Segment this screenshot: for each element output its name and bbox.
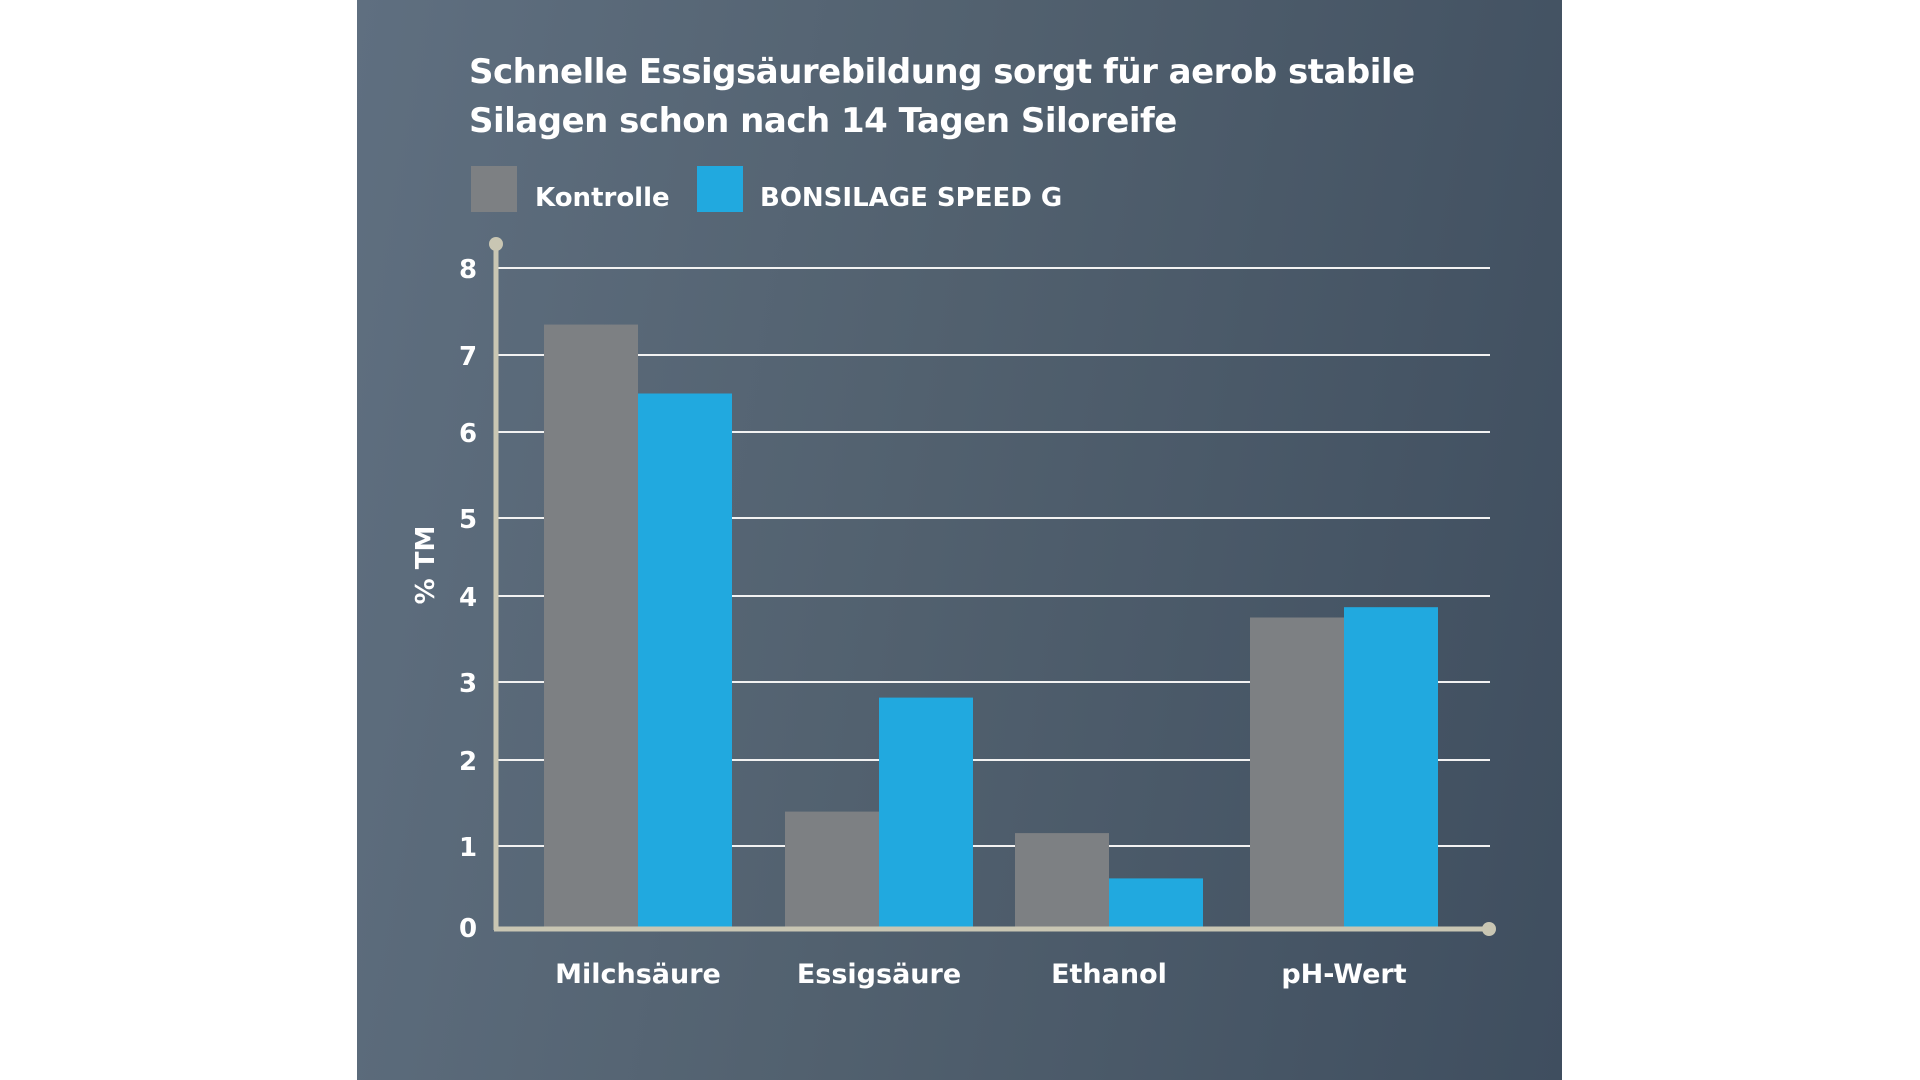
y-tick-4: 4 [459,583,477,613]
legend-swatch-bonsilage [697,166,743,212]
bar-Ethanol-Kontrolle [1015,833,1109,927]
y-tick-2: 2 [459,747,477,777]
legend-label-kontrolle: Kontrolle [535,183,670,213]
y-axis-label: % TM [411,526,441,605]
y-tick-7: 7 [459,342,477,372]
legend-swatch-kontrolle [471,166,517,212]
y-tick-6: 6 [459,419,477,449]
y-tick-8: 8 [459,255,477,285]
y-axis-end-dot [489,237,503,251]
x-tick-Milchsäure: Milchsäure [555,959,721,990]
bar-pH-Wert-BONSILAGE-SPEED-G [1344,607,1438,927]
bar-Essigsäure-Kontrolle [785,811,879,927]
bar-Essigsäure-BONSILAGE-SPEED-G [879,697,973,927]
x-axis-end-dot [1482,922,1496,936]
chart-title: Schnelle Essigsäurebildung sorgt für aer… [469,48,1415,146]
y-tick-5: 5 [459,505,477,535]
x-tick-Ethanol: Ethanol [1051,959,1167,990]
bar-pH-Wert-Kontrolle [1250,617,1344,927]
title-line-2: Silagen schon nach 14 Tagen Siloreife [469,101,1177,141]
bar-Ethanol-BONSILAGE-SPEED-G [1109,878,1203,927]
y-tick-3: 3 [459,669,477,699]
bar-Milchsäure-Kontrolle [544,324,638,927]
bar-Milchsäure-BONSILAGE-SPEED-G [638,393,732,927]
legend-label-bonsilage: BONSILAGE SPEED G [760,183,1063,213]
y-tick-1: 1 [459,833,477,863]
x-tick-Essigsäure: Essigsäure [797,959,961,990]
x-tick-pH-Wert: pH-Wert [1281,959,1406,990]
title-line-1: Schnelle Essigsäurebildung sorgt für aer… [469,52,1415,92]
y-tick-0: 0 [459,914,477,944]
